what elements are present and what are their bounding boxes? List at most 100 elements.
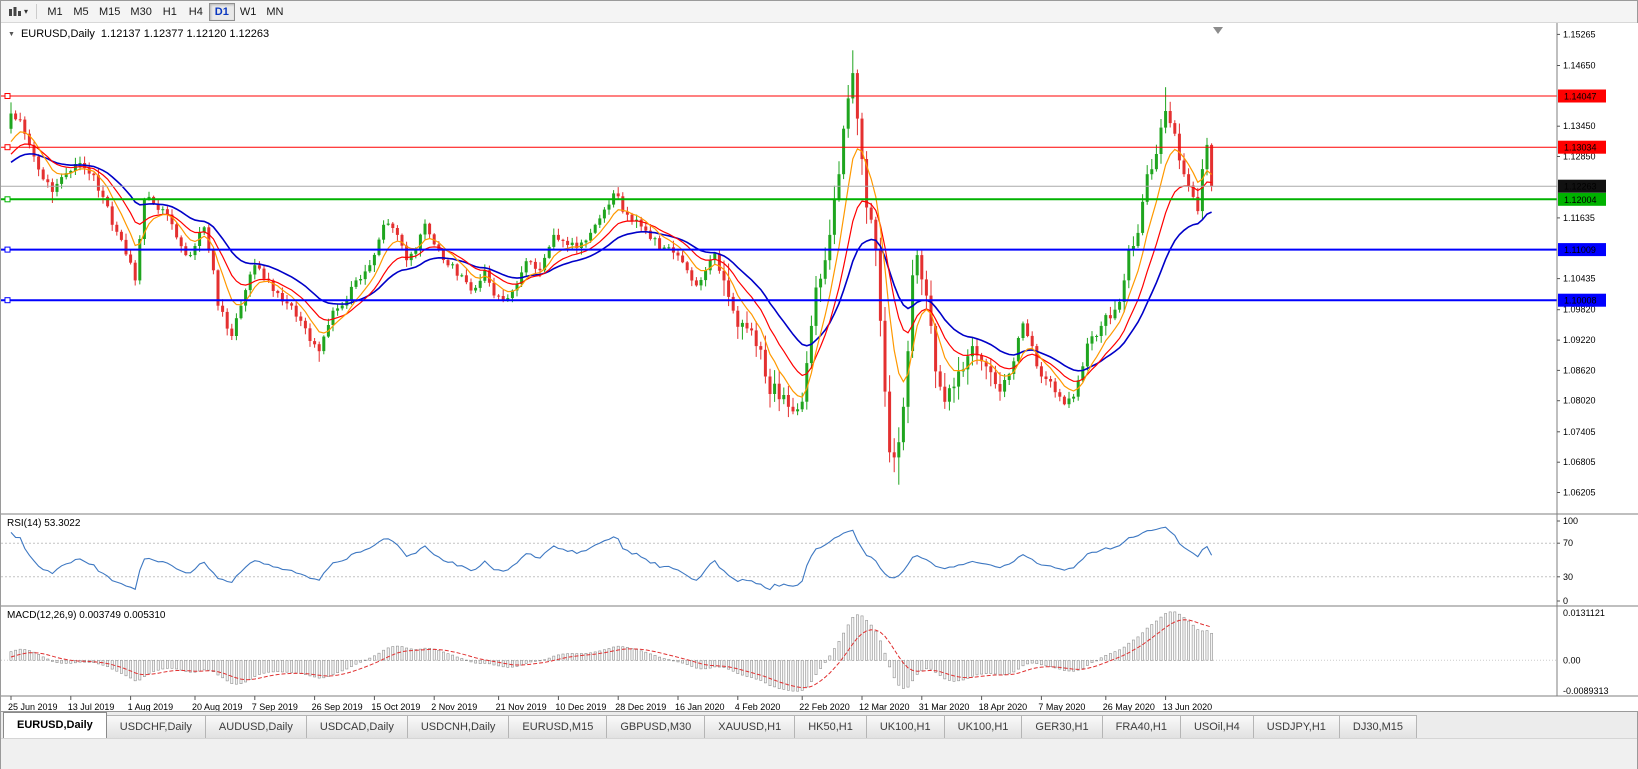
svg-text:25 Jun 2019: 25 Jun 2019 bbox=[8, 702, 58, 711]
svg-text:13 Jun 2020: 13 Jun 2020 bbox=[1163, 702, 1213, 711]
horizontal-price-lines bbox=[1, 93, 1557, 304]
chart-tab-EURUSD-Daily[interactable]: EURUSD,Daily bbox=[3, 712, 107, 738]
timeframe-button-M5[interactable]: M5 bbox=[73, 5, 89, 18]
svg-text:100: 100 bbox=[1563, 516, 1578, 526]
svg-text:12 Mar 2020: 12 Mar 2020 bbox=[859, 702, 910, 711]
svg-text:21 Nov 2019: 21 Nov 2019 bbox=[496, 702, 547, 711]
line-handle-icon[interactable] bbox=[4, 144, 11, 151]
svg-text:31 Mar 2020: 31 Mar 2020 bbox=[919, 702, 970, 711]
timeframe-buttons: M1 M5 M15 M30 H1 H4 D1 W1 MN bbox=[42, 2, 288, 21]
chart-tab-USDCNH-Daily[interactable]: USDCNH,Daily bbox=[406, 715, 510, 738]
status-area bbox=[1, 738, 1637, 769]
svg-text:0.00: 0.00 bbox=[1563, 655, 1581, 665]
date-axis: 25 Jun 2019 13 Jul 2019 1 Aug 2019 20 Aug 2… bbox=[8, 696, 1212, 711]
candlestick-chart-icon bbox=[9, 6, 21, 16]
svg-text:1.10008: 1.10008 bbox=[1564, 296, 1597, 306]
svg-text:22 Feb 2020: 22 Feb 2020 bbox=[799, 702, 850, 711]
chart-tab-USOil-H4[interactable]: USOil,H4 bbox=[1179, 715, 1254, 738]
svg-text:-0.0089313: -0.0089313 bbox=[1563, 686, 1609, 696]
svg-text:2 Nov 2019: 2 Nov 2019 bbox=[431, 702, 477, 711]
chart-tab-UK100-H1[interactable]: UK100,H1 bbox=[865, 715, 945, 738]
svg-text:15 Oct 2019: 15 Oct 2019 bbox=[371, 702, 420, 711]
svg-text:1.09820: 1.09820 bbox=[1563, 305, 1596, 315]
price-badge bbox=[1558, 293, 1606, 307]
svg-text:1.12850: 1.12850 bbox=[1563, 152, 1596, 162]
timeframe-button-M15[interactable]: M15 bbox=[99, 5, 121, 18]
svg-text:1.13034: 1.13034 bbox=[1564, 143, 1597, 153]
dropdown-triangle-icon: ▼ bbox=[8, 30, 15, 38]
macd-histogram bbox=[9, 611, 1214, 692]
svg-text:1.07405: 1.07405 bbox=[1563, 427, 1596, 437]
svg-text:26 May 2020: 26 May 2020 bbox=[1103, 702, 1155, 711]
line-handle-icon[interactable] bbox=[4, 246, 11, 253]
chart-tab-USDCAD-Daily[interactable]: USDCAD,Daily bbox=[305, 715, 408, 738]
macd-signal-line bbox=[10, 619, 1212, 689]
timeframe-button-H4[interactable]: H4 bbox=[188, 5, 203, 18]
svg-text:1.09220: 1.09220 bbox=[1563, 335, 1596, 345]
chart-tab-UK100-H1[interactable]: UK100,H1 bbox=[943, 715, 1023, 738]
chart-tab-EURUSD-M15[interactable]: EURUSD,M15 bbox=[508, 715, 608, 738]
toolbar: ▾ M1 M5 M15 M30 H1 H4 D1 W1 MN bbox=[1, 1, 1637, 23]
ma-blue-slow bbox=[10, 153, 1212, 372]
chart-tab-DJ30-M15[interactable]: DJ30,M15 bbox=[1338, 715, 1418, 738]
svg-text:10 Dec 2019: 10 Dec 2019 bbox=[555, 702, 606, 711]
svg-text:7 May 2020: 7 May 2020 bbox=[1038, 702, 1085, 711]
svg-text:20 Aug 2019: 20 Aug 2019 bbox=[192, 702, 243, 711]
chart-tab-HK50-H1[interactable]: HK50,H1 bbox=[794, 715, 867, 738]
chart-tab-FRA40-H1[interactable]: FRA40,H1 bbox=[1101, 715, 1181, 738]
svg-text:1.11009: 1.11009 bbox=[1564, 245, 1596, 255]
macd-indicator-label: MACD(12,26,9) 0.003749 0.005310 bbox=[7, 610, 166, 621]
price-axis: 1.15265 1.14650 1.13450 1.12850 1.11635 1.104… bbox=[1557, 29, 1609, 696]
svg-text:30: 30 bbox=[1563, 572, 1573, 582]
price-badge bbox=[1558, 89, 1606, 103]
chart-symbol-label: EURUSD,Daily bbox=[20, 28, 95, 40]
line-handle-icon[interactable] bbox=[4, 93, 11, 99]
timeframe-button-W1[interactable]: W1 bbox=[239, 5, 257, 18]
svg-text:70: 70 bbox=[1563, 538, 1573, 548]
line-handle-icon[interactable] bbox=[4, 196, 11, 203]
chart-tab-AUDUSD-Daily[interactable]: AUDUSD,Daily bbox=[204, 715, 307, 738]
timeframe-button-M1[interactable]: M1 bbox=[47, 5, 63, 18]
svg-text:1.10435: 1.10435 bbox=[1563, 274, 1596, 284]
svg-text:7 Sep 2019: 7 Sep 2019 bbox=[252, 702, 298, 711]
svg-text:1.08620: 1.08620 bbox=[1563, 365, 1596, 375]
svg-text:1.11635: 1.11635 bbox=[1563, 213, 1595, 223]
timeframe-button-M30[interactable]: M30 bbox=[130, 5, 152, 18]
timeframe-button-MN[interactable]: MN bbox=[266, 5, 284, 18]
rsi-line bbox=[10, 526, 1213, 591]
chart-tab-XAUUSD-H1[interactable]: XAUUSD,H1 bbox=[704, 715, 796, 738]
price-badge bbox=[1558, 243, 1606, 257]
svg-text:16 Jan 2020: 16 Jan 2020 bbox=[675, 702, 725, 711]
svg-text:1.08020: 1.08020 bbox=[1563, 396, 1596, 406]
chart-area[interactable]: 1.15265 1.14650 1.13450 1.12850 1.11635 1.104… bbox=[1, 23, 1638, 711]
svg-text:1 Aug 2019: 1 Aug 2019 bbox=[128, 702, 174, 711]
chart-tab-USDCHF-Daily[interactable]: USDCHF,Daily bbox=[105, 715, 206, 738]
chart-shift-marker[interactable] bbox=[1213, 27, 1223, 34]
svg-text:0.0131121: 0.0131121 bbox=[1563, 608, 1605, 618]
price-badge bbox=[1558, 140, 1606, 154]
chart-tab-USDJPY-H1[interactable]: USDJPY,H1 bbox=[1252, 715, 1340, 738]
svg-text:4 Feb 2020: 4 Feb 2020 bbox=[735, 702, 781, 711]
svg-text:18 Apr 2020: 18 Apr 2020 bbox=[979, 702, 1028, 711]
svg-text:1.12004: 1.12004 bbox=[1564, 195, 1597, 205]
line-handle-icon[interactable] bbox=[4, 297, 11, 304]
chart-tab-bar: EURUSD,Daily USDCHF,Daily AUDUSD,Daily USDC… bbox=[1, 711, 1637, 738]
timeframe-button-D1[interactable]: D1 bbox=[208, 2, 235, 21]
svg-text:0: 0 bbox=[1563, 596, 1568, 606]
chart-title: ▼ EURUSD,Daily 1.12137 1.12377 1.12120 1… bbox=[8, 28, 269, 40]
chart-type-dropdown-button[interactable]: ▾ bbox=[5, 3, 31, 21]
svg-text:26 Sep 2019: 26 Sep 2019 bbox=[312, 702, 363, 711]
toolbar-separator bbox=[36, 4, 38, 19]
timeframe-button-H1[interactable]: H1 bbox=[162, 5, 177, 18]
chart-ohlc-values: 1.12137 1.12377 1.12120 1.12263 bbox=[100, 28, 270, 40]
price-badge bbox=[1558, 179, 1606, 193]
svg-text:1.13450: 1.13450 bbox=[1563, 121, 1596, 131]
svg-text:1.15265: 1.15265 bbox=[1563, 29, 1596, 39]
chart-tab-GER30-H1[interactable]: GER30,H1 bbox=[1021, 715, 1103, 738]
chart-tab-GBPUSD-M30[interactable]: GBPUSD,M30 bbox=[606, 715, 706, 738]
svg-text:1.14047: 1.14047 bbox=[1564, 92, 1597, 102]
chart-background bbox=[1, 23, 1638, 711]
ma-orange-fast bbox=[10, 131, 1212, 398]
price-badge bbox=[1558, 192, 1606, 206]
